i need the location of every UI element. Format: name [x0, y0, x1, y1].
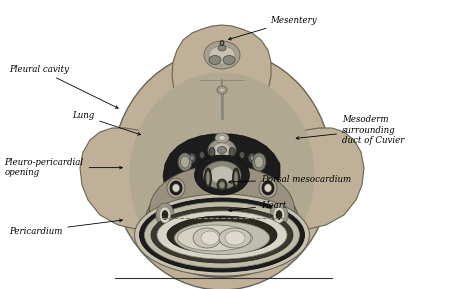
Ellipse shape [221, 42, 223, 44]
Ellipse shape [239, 151, 244, 158]
Ellipse shape [225, 231, 245, 245]
Ellipse shape [201, 231, 219, 245]
Ellipse shape [252, 153, 266, 171]
Ellipse shape [167, 178, 185, 198]
Ellipse shape [206, 171, 210, 185]
Ellipse shape [135, 194, 310, 276]
Ellipse shape [219, 181, 225, 188]
Ellipse shape [203, 161, 241, 189]
Ellipse shape [159, 207, 171, 223]
Polygon shape [172, 25, 271, 117]
Ellipse shape [215, 133, 229, 143]
Ellipse shape [172, 184, 180, 192]
Text: Pericardium: Pericardium [9, 219, 122, 236]
Ellipse shape [250, 155, 254, 160]
Ellipse shape [177, 225, 252, 251]
Ellipse shape [194, 155, 249, 195]
Ellipse shape [167, 216, 277, 254]
Ellipse shape [193, 228, 221, 248]
Ellipse shape [220, 40, 224, 45]
Ellipse shape [144, 202, 300, 268]
Ellipse shape [180, 156, 189, 168]
Ellipse shape [274, 207, 284, 223]
Ellipse shape [233, 168, 239, 188]
Ellipse shape [157, 211, 287, 259]
Text: Mesentery: Mesentery [229, 16, 317, 40]
Ellipse shape [208, 139, 236, 161]
Ellipse shape [223, 55, 235, 64]
Ellipse shape [219, 228, 251, 248]
Ellipse shape [276, 210, 282, 220]
Polygon shape [145, 176, 294, 269]
Ellipse shape [259, 178, 277, 198]
Ellipse shape [270, 203, 288, 227]
Text: Mesoderm
surrounding
duct of Cuvier: Mesoderm surrounding duct of Cuvier [296, 115, 405, 145]
Text: Pleuro-pericardial
opening: Pleuro-pericardial opening [4, 158, 122, 177]
Ellipse shape [262, 181, 274, 195]
Ellipse shape [210, 166, 234, 184]
Ellipse shape [255, 156, 264, 168]
Ellipse shape [219, 136, 225, 140]
Ellipse shape [190, 155, 194, 160]
Ellipse shape [220, 88, 225, 92]
Text: Lung: Lung [72, 111, 140, 135]
Ellipse shape [209, 46, 235, 64]
Ellipse shape [218, 45, 226, 51]
Ellipse shape [217, 179, 227, 191]
Polygon shape [163, 134, 280, 206]
Ellipse shape [162, 210, 168, 220]
Ellipse shape [149, 165, 294, 255]
Ellipse shape [144, 173, 300, 277]
Ellipse shape [209, 147, 215, 157]
Ellipse shape [213, 143, 231, 157]
Ellipse shape [188, 153, 196, 163]
Ellipse shape [204, 168, 212, 188]
Polygon shape [80, 128, 175, 230]
Ellipse shape [265, 184, 271, 192]
Ellipse shape [204, 41, 240, 69]
Ellipse shape [234, 171, 238, 185]
Ellipse shape [199, 151, 204, 158]
Ellipse shape [217, 86, 227, 94]
Ellipse shape [170, 181, 182, 195]
Ellipse shape [178, 153, 192, 171]
Ellipse shape [140, 198, 305, 272]
Polygon shape [269, 128, 364, 230]
Ellipse shape [156, 203, 174, 227]
Text: Pleural cavity: Pleural cavity [9, 65, 118, 108]
Ellipse shape [112, 50, 332, 289]
Ellipse shape [175, 221, 270, 255]
Text: Heart: Heart [229, 201, 286, 212]
Ellipse shape [248, 153, 256, 163]
Ellipse shape [151, 207, 293, 263]
Ellipse shape [229, 147, 235, 157]
Ellipse shape [209, 55, 221, 64]
Text: Dorsal mesocardium: Dorsal mesocardium [229, 175, 351, 184]
Ellipse shape [217, 147, 226, 153]
Ellipse shape [130, 73, 315, 277]
